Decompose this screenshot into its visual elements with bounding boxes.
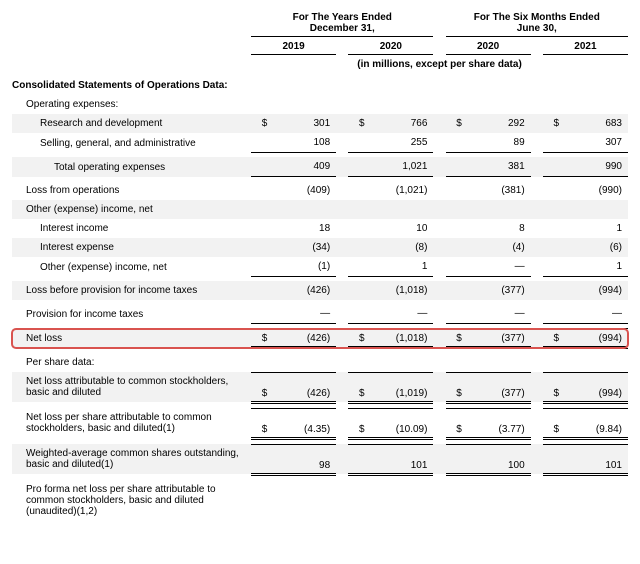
period2-line2: June 30, [517,23,557,34]
loss-ops-row: Loss from operations (409) (1,021) (381)… [12,181,628,200]
rnd-row: Research and development $301 $766 $292 … [12,114,628,133]
nlps-row: Net loss per share attributable to commo… [12,408,628,438]
period-header-row: For The Years Ended December 31, For The… [12,12,628,37]
other-header-row: Other (expense) income, net [12,200,628,219]
loss-before-row: Loss before provision for income taxes (… [12,281,628,300]
section-title-row: Consolidated Statements of Operations Da… [12,76,628,95]
year-2020a: 2020 [348,41,433,55]
net-loss-row: Net loss $(426) $(1,018) $(377) $(994) [12,329,628,348]
sga-row: Selling, general, and administrative 108… [12,133,628,153]
waso-row: Weighted-average common shares outstandi… [12,444,628,474]
year-2020b: 2020 [446,41,531,55]
year-2019: 2019 [251,41,336,55]
period1-line2: December 31, [310,23,375,34]
total-opex-row: Total operating expenses 409 1,021 381 9… [12,157,628,177]
year-header-row: 2019 2020 2020 2021 [12,41,628,55]
pershare-header-row: Per share data: [12,353,628,372]
proforma-row: Pro forma net loss per share attributabl… [12,480,628,521]
other-net-row: Other (expense) income, net (1) 1 — 1 [12,257,628,277]
units-label: (in millions, except per share data) [251,55,628,77]
provision-row: Provision for income taxes — — — — [12,304,628,324]
units-row: (in millions, except per share data) [12,55,628,77]
int-expense-row: Interest expense (34) (8) (4) (6) [12,238,628,257]
financial-table: For The Years Ended December 31, For The… [12,12,628,521]
period2-line1: For The Six Months Ended [474,12,600,23]
year-2021: 2021 [543,41,628,55]
period1-line1: For The Years Ended [293,12,392,23]
int-income-row: Interest income 18 10 8 1 [12,219,628,238]
opex-header-row: Operating expenses: [12,95,628,114]
nl-common-row: Net loss attributable to common stockhol… [12,372,628,402]
